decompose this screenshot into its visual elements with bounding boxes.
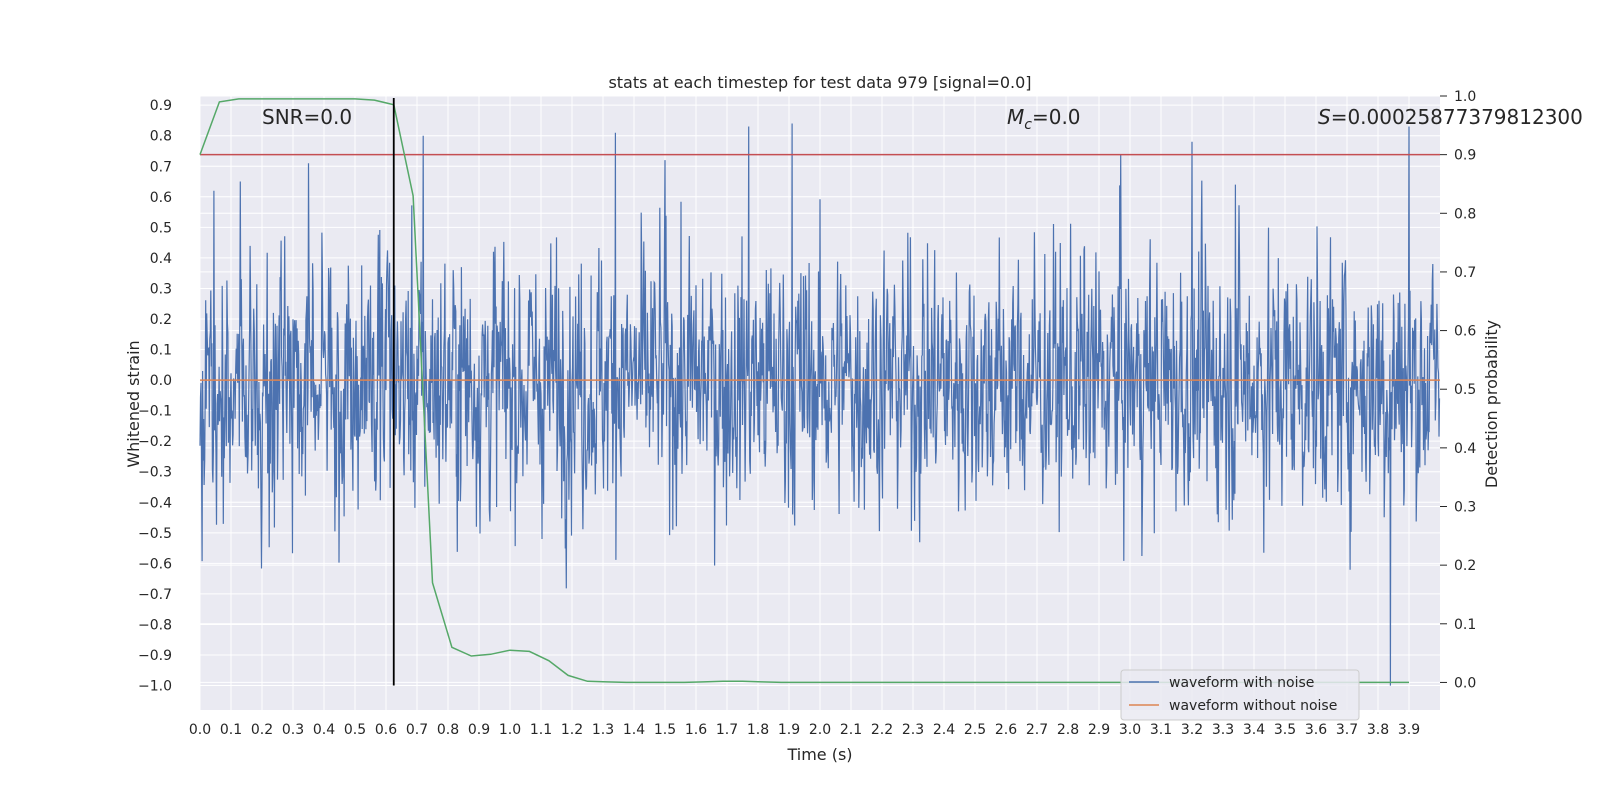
x-tick-label: 1.8: [747, 722, 769, 738]
y-right-tick-label: 0.9: [1454, 148, 1476, 164]
x-tick-label: 3.3: [1212, 722, 1234, 738]
x-tick-label: 2.9: [1088, 722, 1110, 738]
x-tick-label: 0.1: [220, 722, 242, 738]
y-tick-label: −0.1: [138, 404, 172, 420]
y-tick-labels: 0.9 0.8 0.7 0.6 0.5 0.4 0.3 0.2 0.1 0.0 −0.1 −0.2 −0…: [138, 98, 172, 694]
y-tick-label: −1.0: [138, 679, 172, 695]
x-tick-label: 1.7: [716, 722, 738, 738]
y-right-tick-label: 0.3: [1454, 500, 1476, 516]
y-tick-label: −0.2: [138, 434, 172, 450]
y-tick-label: 0.2: [150, 312, 172, 328]
y-right-tick-label: 0.4: [1454, 441, 1476, 457]
series-waveform-with-noise: [199, 123, 1441, 686]
y-right-tick-label: 0.1: [1454, 617, 1476, 633]
y-tick-label: 0.0: [150, 373, 172, 389]
x-tick-label: 2.7: [1026, 722, 1048, 738]
y-tick-label: −0.7: [138, 587, 172, 603]
y-tick-label: −0.4: [138, 495, 172, 511]
x-tick-label: 3.8: [1367, 722, 1389, 738]
x-tick-label: 1.2: [561, 722, 583, 738]
y-tick-label: 0.8: [150, 129, 172, 145]
x-tick-label: 2.4: [933, 722, 955, 738]
x-tick-label: 0.2: [251, 722, 273, 738]
x-tick-label: 3.0: [1119, 722, 1141, 738]
x-tick-label: 3.4: [1243, 722, 1265, 738]
legend-box: [1120, 669, 1360, 721]
x-tick-label: 0.4: [313, 722, 335, 738]
x-tick-label: 2.3: [902, 722, 924, 738]
x-tick-label: 1.5: [654, 722, 676, 738]
x-tick-label: 2.1: [840, 722, 862, 738]
x-tick-label: 0.5: [344, 722, 366, 738]
x-tick-label: 3.6: [1305, 722, 1327, 738]
x-tick-label: 1.6: [685, 722, 707, 738]
x-tick-label: 0.7: [406, 722, 428, 738]
y-right-axis-label: Detection probability: [1482, 320, 1501, 488]
x-tick-label: 0.8: [437, 722, 459, 738]
y-right-tick-label: 0.5: [1454, 382, 1476, 398]
x-tick-label: 2.6: [995, 722, 1017, 738]
y-tick-label: 0.4: [150, 251, 172, 267]
y-tick-label: 0.7: [150, 159, 172, 175]
x-tick-label: 3.5: [1274, 722, 1296, 738]
x-tick-label: 0.6: [375, 722, 397, 738]
x-tick-label: 3.2: [1181, 722, 1203, 738]
x-tick-label: 2.5: [964, 722, 986, 738]
series-detection-probability: [199, 98, 1409, 684]
noise-trace: [199, 123, 1441, 686]
x-tick-label: 0.9: [468, 722, 490, 738]
legend-label-clean: waveform without noise: [1169, 698, 1337, 714]
chart-title: stats at each timestep for test data 979…: [608, 73, 1031, 92]
y-right-tick-label: 1.0: [1454, 89, 1476, 105]
x-tick-label: 3.9: [1398, 722, 1420, 738]
chirp-mass-annotation: Mc=0.0: [1007, 105, 1081, 133]
legend-label-noise: waveform with noise: [1169, 675, 1314, 691]
x-tick-label: 2.8: [1057, 722, 1079, 738]
x-tick-label: 1.4: [623, 722, 645, 738]
y-tick-label: 0.3: [150, 281, 172, 297]
y-tick-label: −0.6: [138, 556, 172, 572]
x-tick-labels: 0.0 0.1 0.2 0.3 0.4 0.5 0.6 0.7 0.8 0.9 1.0 1.1 1.2 1…: [189, 722, 1420, 738]
x-tick-label: 1.1: [530, 722, 552, 738]
x-tick-label: 0.0: [189, 722, 211, 738]
y-right-tick-label: 0.8: [1454, 206, 1476, 222]
y-tick-label: 0.1: [150, 343, 172, 359]
y-tick-label: 0.5: [150, 220, 172, 236]
x-axis-label: Time (s): [786, 745, 852, 764]
y-tick-label: −0.3: [138, 465, 172, 481]
y-tick-label: 0.9: [150, 98, 172, 114]
x-tick-label: 1.0: [499, 722, 521, 738]
y-tick-label: −0.9: [138, 648, 172, 664]
y-axis-label: Whitened strain: [124, 340, 143, 467]
y-tick-label: −0.8: [138, 617, 172, 633]
x-tick-label: 0.3: [282, 722, 304, 738]
y-right-tick-label: 0.2: [1454, 558, 1476, 574]
y-tick-label: −0.5: [138, 526, 172, 542]
x-tick-label: 3.7: [1336, 722, 1358, 738]
y-right-tick-labels: 1.0 0.9 0.8 0.7 0.6 0.5 0.4 0.3 0.2 0.1 0.0: [1440, 89, 1476, 691]
legend: waveform with noise waveform without noi…: [1120, 669, 1360, 721]
snr-annotation: SNR=0.0: [262, 105, 352, 129]
y-right-tick-label: 0.6: [1454, 324, 1476, 340]
y-tick-label: 0.6: [150, 190, 172, 206]
x-tick-label: 1.3: [592, 722, 614, 738]
x-tick-label: 3.1: [1150, 722, 1172, 738]
x-tick-label: 2.0: [809, 722, 831, 738]
x-tick-label: 1.9: [778, 722, 800, 738]
x-tick-label: 2.2: [871, 722, 893, 738]
s-annotation: S=0.00025877379812300: [1318, 105, 1583, 129]
y-right-tick-label: 0.0: [1454, 675, 1476, 691]
y-right-tick-label: 0.7: [1454, 265, 1476, 281]
